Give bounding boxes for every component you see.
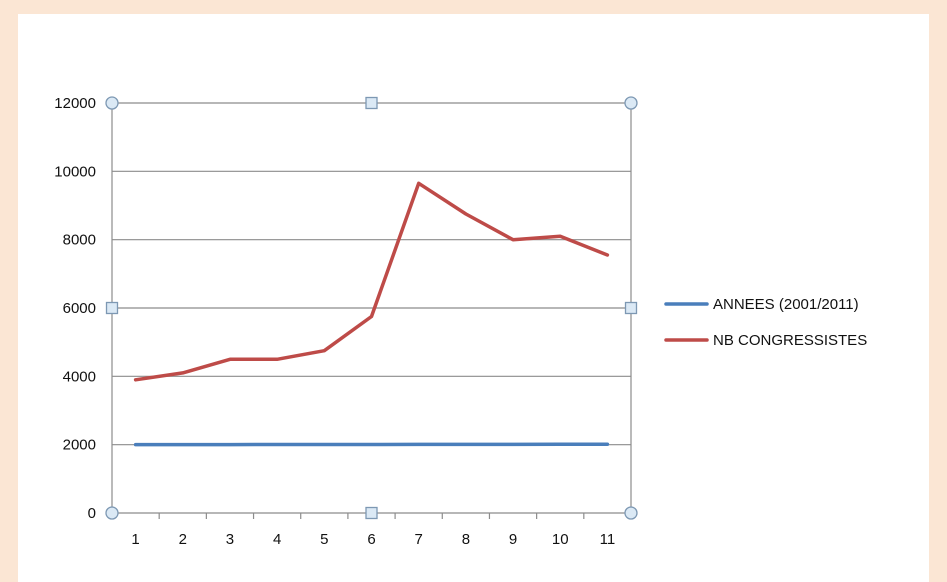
- selection-handle-side[interactable]: [624, 301, 638, 315]
- legend: ANNEES (2001/2011) NB CONGRESSISTES: [664, 296, 867, 349]
- series-line-1: [133, 181, 610, 382]
- gridlines: [111, 102, 632, 514]
- y-tick-label: 6000: [63, 300, 96, 317]
- chart-frame: 0 2000 4000 6000 8000 10000 12000 1 2 3 4 5 6 7 8 9 10 1…: [18, 14, 929, 582]
- x-axis: [111, 513, 632, 519]
- x-tick-label: 1: [131, 531, 139, 548]
- selection-handle-side[interactable]: [105, 301, 119, 315]
- y-tick-label: 12000: [54, 95, 96, 112]
- y-axis-ticks: 0 2000 4000 6000 8000 10000 12000: [54, 95, 96, 522]
- x-tick-label: 10: [552, 531, 569, 548]
- x-tick-label: 2: [179, 531, 187, 548]
- selection-handle-corner[interactable]: [105, 96, 119, 110]
- x-tick-label: 11: [600, 531, 616, 548]
- x-tick-label: 8: [462, 531, 470, 548]
- legend-label: ANNEES (2001/2011): [713, 296, 859, 313]
- y-tick-label: 2000: [63, 437, 96, 454]
- x-tick-label: 7: [415, 531, 423, 548]
- legend-label: NB CONGRESSISTES: [713, 332, 867, 349]
- selection-handle-corner[interactable]: [624, 96, 638, 110]
- x-tick-label: 4: [273, 531, 281, 548]
- x-axis-ticks: 1 2 3 4 5 6 7 8 9 10 11: [131, 531, 615, 548]
- y-tick-label: 10000: [54, 163, 96, 180]
- x-tick-label: 9: [509, 531, 517, 548]
- y-tick-label: 4000: [63, 368, 96, 385]
- selection-handle-side[interactable]: [365, 506, 378, 520]
- x-tick-label: 3: [226, 531, 234, 548]
- x-tick-label: 5: [320, 531, 328, 548]
- series-lines: [133, 181, 610, 447]
- selection-handle-corner[interactable]: [105, 506, 119, 520]
- y-tick-label: 8000: [63, 232, 96, 249]
- selection-handle-side[interactable]: [365, 96, 378, 110]
- x-tick-label: 6: [367, 531, 375, 548]
- y-tick-label: 0: [88, 505, 96, 522]
- selection-handles[interactable]: [105, 96, 638, 520]
- selection-handle-corner[interactable]: [624, 506, 638, 520]
